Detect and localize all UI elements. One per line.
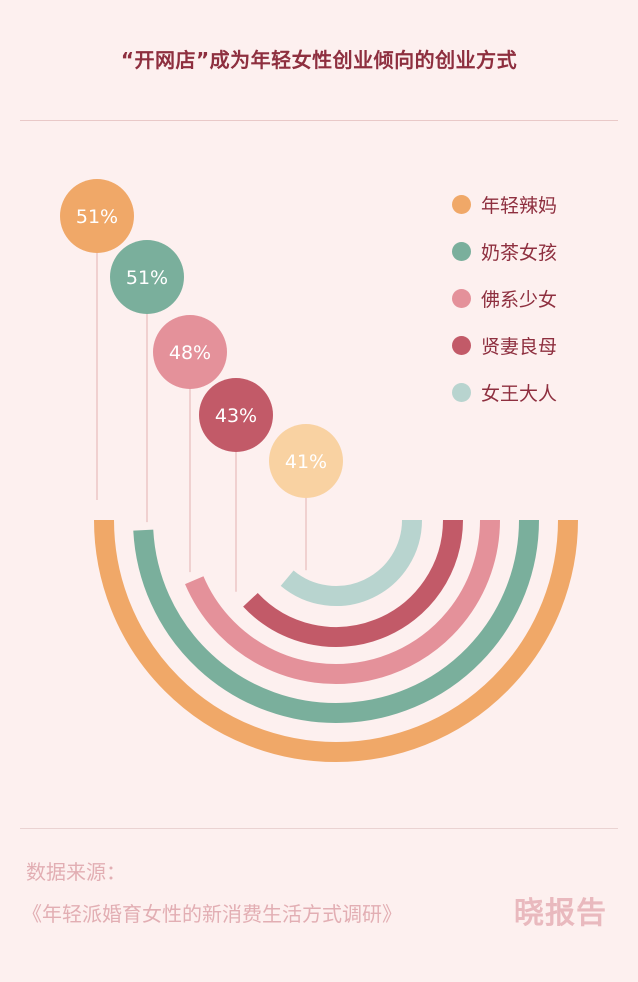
- legend-item: 佛系少女: [452, 286, 558, 311]
- legend-dot-icon: [452, 288, 471, 308]
- legend-dot-icon: [452, 335, 471, 355]
- legend-item: 年轻辣妈: [452, 192, 558, 217]
- arc-bar: [94, 519, 578, 762]
- arc-bar: [185, 519, 500, 684]
- arc-bar: [243, 519, 463, 647]
- data-label: 51%: [76, 206, 118, 228]
- value-bubble: [153, 315, 227, 389]
- data-label: 51%: [126, 267, 168, 289]
- legend-item: 奶茶女孩: [452, 239, 558, 264]
- legend-label: 贤妻良母: [481, 335, 558, 358]
- top-divider: [20, 120, 618, 121]
- legend-item: 女王大人: [452, 380, 558, 405]
- arc-bar: [280, 519, 422, 606]
- source-label: 数据来源：: [26, 860, 126, 884]
- legend-label: 奶茶女孩: [481, 241, 558, 264]
- legend-dot-icon: [452, 241, 471, 261]
- legend-label: 佛系少女: [481, 288, 558, 311]
- legend-label: 女王大人: [481, 382, 558, 405]
- legend-item: 贤妻良母: [452, 333, 558, 358]
- value-bubble: [269, 424, 343, 498]
- value-bubble: [199, 378, 273, 452]
- radial-bar-chart: 51% 51% 48% 43% 41%: [60, 179, 578, 762]
- data-label: 43%: [215, 405, 257, 427]
- arc-bar: [133, 519, 539, 723]
- value-bubble: [60, 179, 134, 253]
- chart-title: “开网店”成为年轻女性创业倾向的创业方式: [120, 48, 518, 72]
- legend-dot-icon: [452, 382, 471, 402]
- bottom-divider: [20, 828, 618, 829]
- legend: 年轻辣妈 奶茶女孩 佛系少女 贤妻良母 女王大人: [452, 192, 557, 427]
- data-label: 41%: [285, 451, 327, 473]
- legend-label: 年轻辣妈: [481, 194, 558, 217]
- value-bubble: [110, 240, 184, 314]
- source-title: 《年轻派婚育女性的新消费生活方式调研》: [22, 902, 402, 926]
- data-label: 48%: [169, 342, 211, 364]
- brand-logo: 晓报告: [514, 896, 607, 931]
- legend-dot-icon: [452, 194, 471, 214]
